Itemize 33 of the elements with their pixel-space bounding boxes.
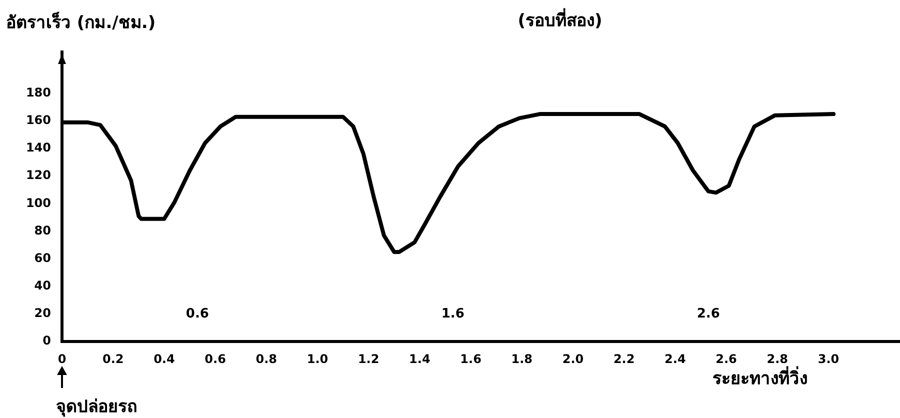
y-tick-label: 40 xyxy=(34,278,51,293)
x-tick-label: 0.2 xyxy=(102,352,124,366)
y-tick-label: 100 xyxy=(26,196,51,210)
y-tick-label: 0 xyxy=(42,334,51,348)
y-tick-label: 20 xyxy=(34,306,51,320)
y-tick-label: 160 xyxy=(26,113,51,128)
x-tick-label: 0.8 xyxy=(256,352,278,366)
x-tick-label: 0.6 xyxy=(204,352,226,366)
annotation: 0.6 xyxy=(186,306,209,322)
x-tick-label: 2.2 xyxy=(613,352,635,366)
x-tick-label: 2.0 xyxy=(562,352,584,366)
annotation: 1.6 xyxy=(441,306,464,322)
chart-title: (รอบที่สอง) xyxy=(518,8,602,31)
x-tick-label: 0.4 xyxy=(154,352,175,366)
x-tick-label: 1.4 xyxy=(409,352,430,366)
y-tick-label: 120 xyxy=(26,168,51,182)
x-tick-label: 2.4 xyxy=(664,352,686,366)
annotation: 2.6 xyxy=(696,306,720,322)
x-tick-label: 2.6 xyxy=(716,352,737,366)
x-tick-label: 0 xyxy=(58,352,66,366)
y-tick-label: 60 xyxy=(34,250,51,265)
y-axis-title: อัตราเร็ว (กม./ชม.) xyxy=(6,10,156,33)
x-axis-title: ระยะทางที่วิ่ง xyxy=(712,366,808,389)
x-tick-label: 2.8 xyxy=(766,352,788,366)
x-tick-label: 1.8 xyxy=(511,352,533,366)
x-tick-label: 1.2 xyxy=(358,352,380,366)
x-tick-label: 3.0 xyxy=(818,352,840,366)
x-tick-label: 1.0 xyxy=(306,352,328,366)
y-tick-label: 180 xyxy=(26,85,51,100)
x-tick-label: 1.6 xyxy=(460,352,482,366)
text: จุดปล่อยรถ xyxy=(56,397,137,417)
y-tick-label: 80 xyxy=(34,223,51,238)
y-tick-label: 140 xyxy=(26,140,51,155)
